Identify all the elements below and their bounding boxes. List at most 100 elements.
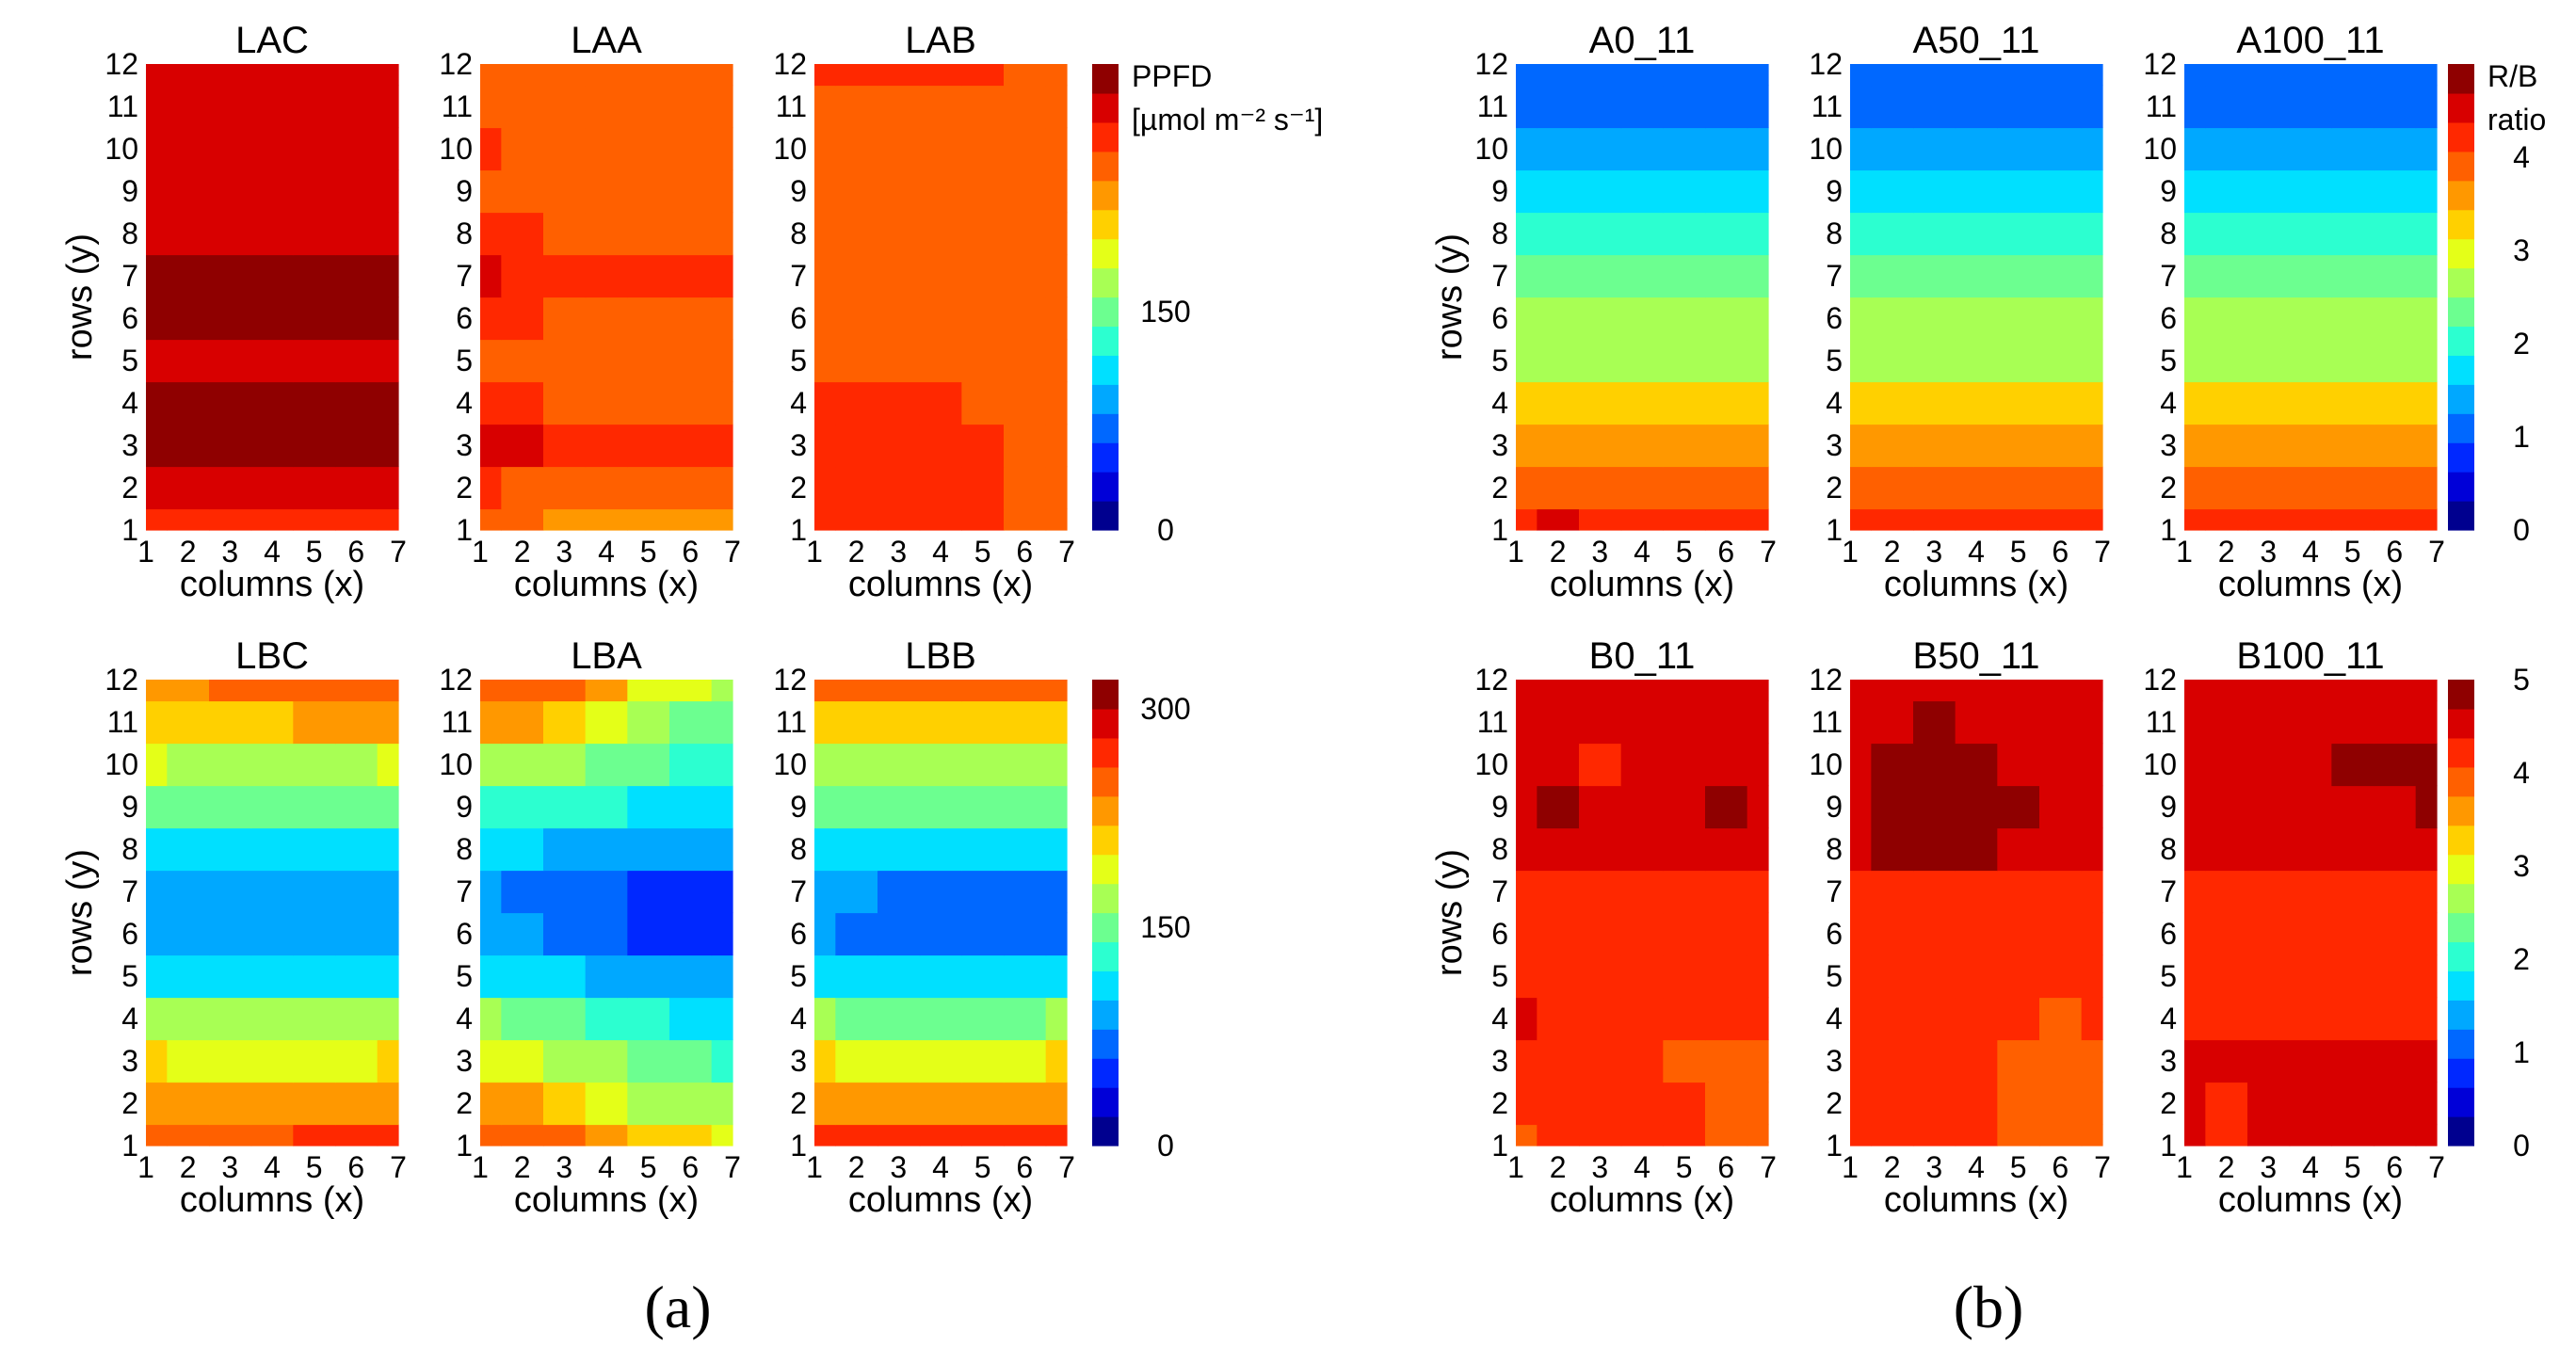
- heatmap-cell: [2415, 680, 2438, 702]
- heatmap-cell: [961, 466, 1005, 510]
- y-tick-label: 9: [1826, 174, 1843, 208]
- heatmap-cell: [1516, 827, 1538, 872]
- heatmap-cell: [2039, 169, 2083, 214]
- heatmap-cell: [1004, 127, 1047, 171]
- heatmap-cell: [1045, 424, 1068, 468]
- heatmap-cell: [1997, 827, 2040, 872]
- heatmap-cell: [2205, 912, 2248, 956]
- x-tick-label: 6: [2386, 535, 2403, 569]
- heatmap-cell: [2205, 1082, 2248, 1126]
- heatmap-cell: [919, 297, 962, 341]
- heatmap-cell: [2415, 1124, 2438, 1147]
- heatmap-cell: [1537, 1124, 1580, 1147]
- heatmap-cell: [1516, 339, 1538, 383]
- heatmap-cell: [1537, 954, 1580, 999]
- heatmap-cell: [209, 1082, 252, 1126]
- y-tick-label: 7: [456, 874, 473, 908]
- heatmap-cell: [1045, 339, 1068, 383]
- y-tick-label: 11: [107, 705, 138, 739]
- heatmap-cell: [209, 297, 252, 341]
- y-tick-label: 8: [2160, 216, 2177, 250]
- chart-title: LAC: [235, 20, 309, 61]
- heatmap-cell: [1997, 254, 2040, 298]
- x-tick-label: 7: [1058, 535, 1075, 569]
- heatmap-cell: [1620, 297, 1664, 341]
- colorbar-tick-label: 300: [1140, 692, 1190, 726]
- y-tick-label: 3: [1826, 428, 1843, 462]
- colorbar-tick-label: 5: [2513, 663, 2530, 697]
- heatmap-cell: [1747, 954, 1769, 999]
- heatmap-cell: [1045, 254, 1068, 298]
- y-tick-label: 9: [2160, 174, 2177, 208]
- heatmap-cell: [2205, 827, 2248, 872]
- heatmap-cell: [167, 743, 210, 787]
- heatmap-cell: [543, 169, 587, 214]
- heatmap-cell: [2205, 169, 2248, 214]
- heatmap-cell: [2184, 297, 2206, 341]
- heatmap-cell: [2247, 254, 2291, 298]
- y-tick-label: 2: [456, 1086, 473, 1120]
- heatmap-cell: [335, 127, 378, 171]
- colorbar-tick-label: 2: [2513, 327, 2530, 361]
- chart-title: LBB: [905, 635, 976, 677]
- heatmap-cell: [2415, 827, 2438, 872]
- y-tick-label: 4: [1491, 386, 1508, 420]
- heatmap-cell: [1620, 424, 1664, 468]
- heatmap-cell: [167, 785, 210, 829]
- heatmap-cell: [2081, 339, 2103, 383]
- heatmap-cell: [1004, 1082, 1047, 1126]
- heatmap-cell: [814, 508, 836, 531]
- heatmap-cell: [480, 127, 502, 171]
- heatmap-cell: [961, 424, 1005, 468]
- heatmap-cell: [1913, 85, 1956, 129]
- heatmap-cell: [1871, 127, 1914, 171]
- x-tick-label: 7: [390, 535, 407, 569]
- heatmap-cell: [501, 1124, 544, 1147]
- heatmap-cell: [1579, 785, 1622, 829]
- heatmap-cell: [1747, 466, 1769, 510]
- heatmap-cell: [2081, 169, 2103, 214]
- x-axis-label: columns (x): [514, 1180, 699, 1220]
- heatmap-cell: [2247, 508, 2291, 531]
- heatmap-cell: [2205, 700, 2248, 745]
- colorbar-segment: [1092, 1116, 1119, 1147]
- heatmap-cell: [919, 169, 962, 214]
- heatmap-cell: [543, 997, 587, 1041]
- heatmap-cell: [543, 381, 587, 425]
- heatmap-cell: [585, 1039, 628, 1083]
- y-tick-label: 4: [121, 386, 138, 420]
- heatmap-cell: [2331, 169, 2375, 214]
- heatmap-cell: [501, 254, 544, 298]
- colorbar-segment: [1092, 151, 1119, 182]
- heatmap-cell: [877, 743, 921, 787]
- heatmap-cell: [543, 212, 587, 256]
- heatmap-cell: [1045, 466, 1068, 510]
- heatmap-cell: [919, 870, 962, 914]
- heatmap-cell: [1663, 912, 1706, 956]
- y-tick-label: 5: [456, 959, 473, 993]
- colorbar-segment: [2448, 180, 2474, 211]
- heatmap-cell: [2374, 827, 2417, 872]
- y-tick-label: 2: [1826, 471, 1843, 505]
- heatmap-cell: [2415, 339, 2438, 383]
- colorbar-segment: [2448, 912, 2474, 943]
- y-tick-label: 8: [121, 216, 138, 250]
- heatmap-cell: [1620, 1082, 1664, 1126]
- x-tick-label: 3: [2260, 1150, 2277, 1184]
- heatmap-cell: [961, 212, 1005, 256]
- x-tick-label: 6: [2052, 1150, 2069, 1184]
- heatmap-cell: [250, 912, 294, 956]
- colorbar-segment: [1092, 326, 1119, 356]
- heatmap-cell: [1537, 466, 1580, 510]
- heatmap-cell: [2081, 997, 2103, 1041]
- heatmap-cell: [1850, 997, 1872, 1041]
- heatmap-cell: [146, 997, 168, 1041]
- colorbar-tick-label: 4: [2513, 140, 2530, 174]
- heatmap-cell: [1705, 508, 1748, 531]
- heatmap-cell: [480, 339, 502, 383]
- y-tick-label: 12: [2143, 47, 2177, 81]
- heatmap-cell: [877, 1124, 921, 1147]
- heatmap-cell: [2289, 212, 2332, 256]
- heatmap-cell: [2039, 700, 2083, 745]
- heatmap-cell: [167, 254, 210, 298]
